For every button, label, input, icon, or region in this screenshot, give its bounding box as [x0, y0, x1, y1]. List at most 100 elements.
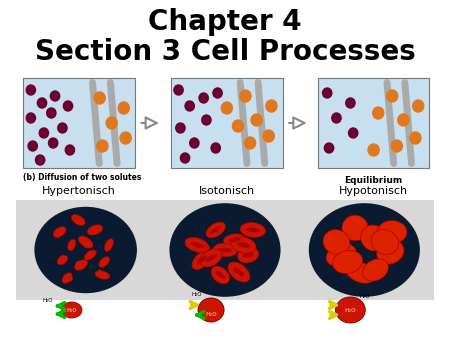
Text: H₂O: H₂O — [192, 291, 202, 296]
Ellipse shape — [71, 215, 85, 225]
Ellipse shape — [231, 237, 256, 253]
Ellipse shape — [228, 262, 250, 282]
Text: H₂O: H₂O — [359, 293, 369, 298]
Bar — [318, 78, 429, 168]
Text: Hypotonisch: Hypotonisch — [339, 186, 408, 196]
Ellipse shape — [198, 298, 224, 322]
Circle shape — [118, 102, 129, 114]
Ellipse shape — [333, 250, 363, 273]
Text: H₂O: H₂O — [205, 312, 217, 316]
Circle shape — [266, 100, 277, 112]
Circle shape — [180, 153, 190, 163]
Ellipse shape — [68, 239, 76, 251]
Ellipse shape — [309, 203, 420, 297]
Circle shape — [368, 144, 379, 156]
Circle shape — [398, 114, 409, 126]
Circle shape — [346, 98, 355, 108]
Ellipse shape — [99, 257, 110, 267]
Bar — [171, 78, 283, 168]
Circle shape — [373, 107, 384, 119]
Circle shape — [413, 100, 424, 112]
Ellipse shape — [64, 305, 70, 309]
Ellipse shape — [60, 255, 64, 261]
Circle shape — [213, 88, 222, 98]
Circle shape — [36, 155, 45, 165]
Text: H₂O: H₂O — [67, 308, 77, 313]
Ellipse shape — [371, 230, 399, 255]
Ellipse shape — [86, 252, 92, 257]
Ellipse shape — [170, 203, 280, 297]
Ellipse shape — [90, 229, 94, 234]
Circle shape — [39, 128, 49, 138]
Ellipse shape — [246, 228, 260, 232]
Ellipse shape — [58, 232, 62, 238]
Ellipse shape — [326, 244, 356, 266]
Circle shape — [63, 101, 72, 111]
Ellipse shape — [69, 244, 74, 248]
Ellipse shape — [84, 250, 96, 260]
Ellipse shape — [345, 261, 375, 283]
Circle shape — [28, 141, 37, 151]
Circle shape — [391, 140, 402, 152]
Text: Hypertonisch: Hypertonisch — [42, 186, 116, 196]
Circle shape — [233, 120, 243, 132]
Text: H₂O: H₂O — [42, 297, 53, 303]
Ellipse shape — [240, 222, 266, 237]
Circle shape — [349, 128, 358, 138]
Circle shape — [50, 91, 60, 101]
Circle shape — [65, 145, 75, 155]
Ellipse shape — [57, 255, 68, 265]
Ellipse shape — [378, 220, 407, 243]
Ellipse shape — [98, 269, 100, 274]
Circle shape — [324, 143, 334, 153]
Circle shape — [199, 93, 208, 103]
Ellipse shape — [53, 227, 66, 237]
Ellipse shape — [224, 234, 245, 246]
Circle shape — [263, 130, 274, 142]
Ellipse shape — [238, 247, 259, 263]
Ellipse shape — [237, 242, 250, 248]
Circle shape — [323, 88, 332, 98]
Circle shape — [221, 102, 233, 114]
Ellipse shape — [87, 225, 103, 235]
Text: H₂O: H₂O — [345, 308, 356, 313]
Ellipse shape — [95, 271, 110, 279]
Ellipse shape — [336, 297, 365, 323]
Ellipse shape — [185, 237, 209, 252]
Circle shape — [251, 114, 262, 126]
Circle shape — [26, 85, 36, 95]
Ellipse shape — [243, 252, 254, 258]
Circle shape — [240, 90, 251, 102]
Ellipse shape — [206, 222, 225, 238]
Ellipse shape — [197, 256, 207, 265]
Ellipse shape — [218, 248, 232, 252]
Circle shape — [185, 101, 194, 111]
Ellipse shape — [211, 266, 230, 284]
Ellipse shape — [233, 267, 245, 277]
Ellipse shape — [205, 254, 217, 262]
Circle shape — [26, 113, 36, 123]
Text: Isotonisch: Isotonisch — [199, 186, 255, 196]
Ellipse shape — [377, 240, 404, 264]
Ellipse shape — [74, 260, 88, 270]
Circle shape — [176, 123, 185, 133]
Ellipse shape — [62, 302, 82, 318]
Ellipse shape — [62, 273, 72, 283]
Ellipse shape — [213, 243, 237, 257]
Ellipse shape — [84, 241, 87, 248]
Ellipse shape — [190, 242, 204, 248]
Ellipse shape — [105, 247, 109, 251]
Circle shape — [37, 98, 47, 108]
Circle shape — [94, 92, 105, 104]
Ellipse shape — [67, 314, 72, 318]
Circle shape — [174, 85, 183, 95]
Ellipse shape — [342, 215, 368, 241]
Ellipse shape — [68, 277, 73, 282]
Ellipse shape — [34, 207, 137, 293]
Text: Chapter 4: Chapter 4 — [148, 8, 302, 36]
Circle shape — [47, 108, 56, 118]
Circle shape — [244, 137, 256, 149]
Ellipse shape — [360, 225, 387, 251]
Text: (b) Diffusion of two solutes: (b) Diffusion of two solutes — [23, 173, 142, 182]
Ellipse shape — [78, 236, 93, 248]
